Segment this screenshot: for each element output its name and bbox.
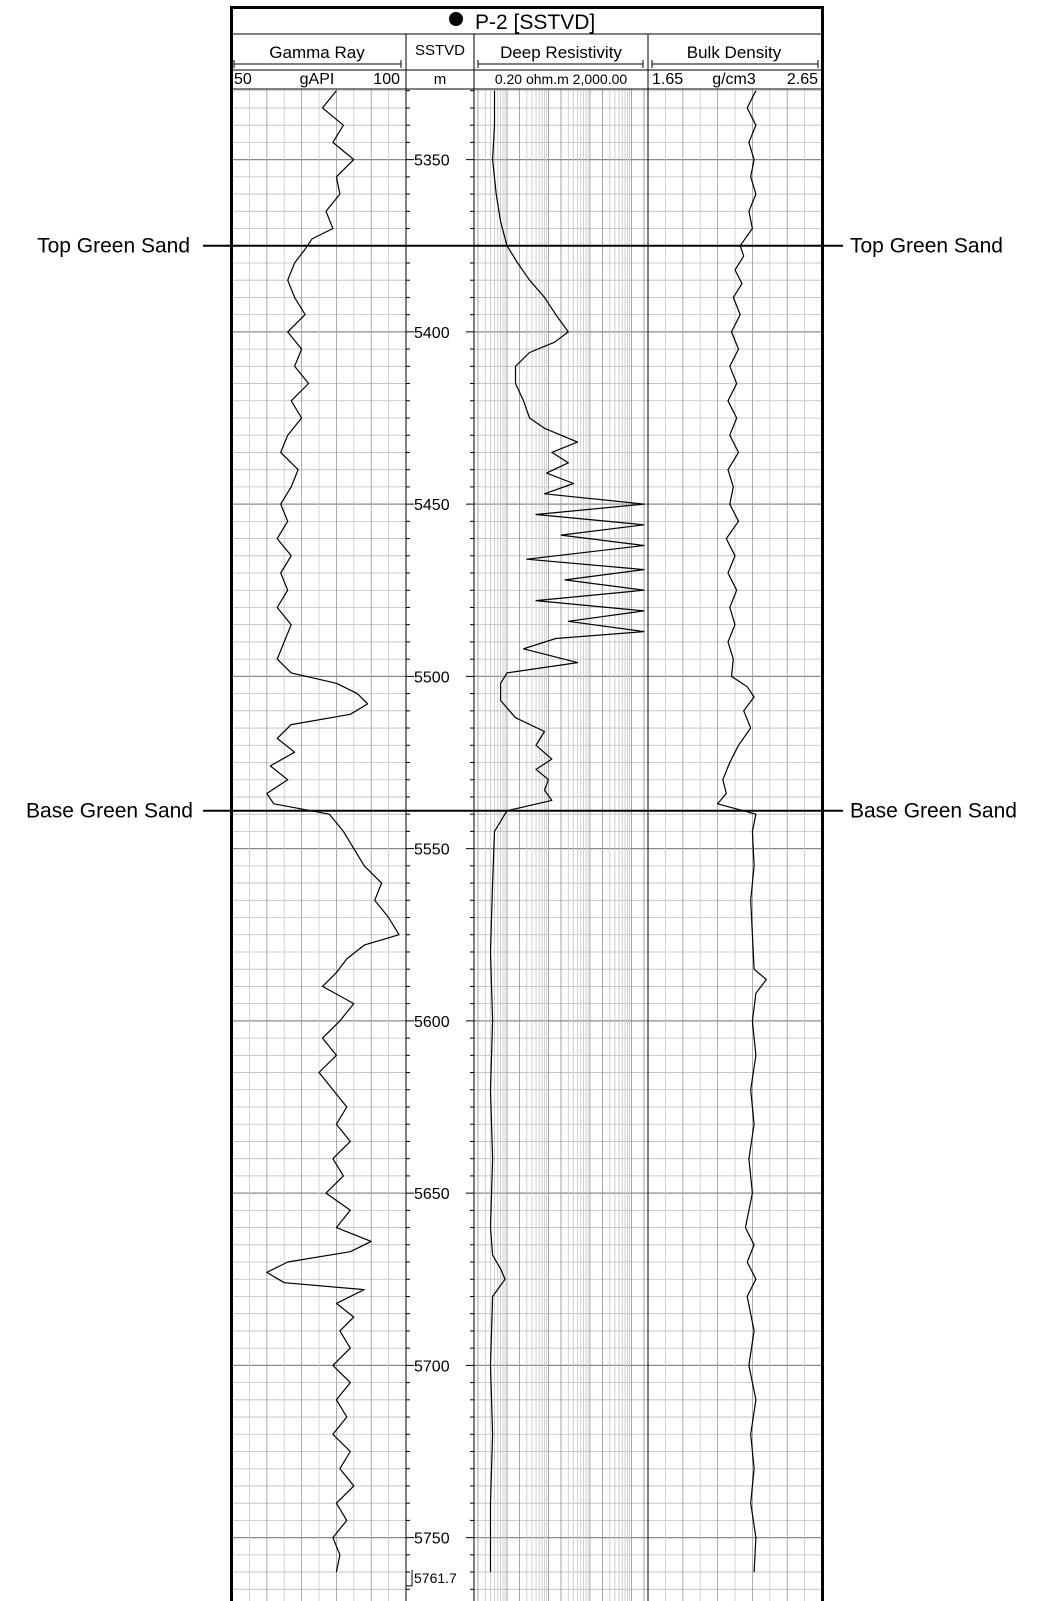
depth-end-bracket [406,1569,413,1587]
deep-resistivity-curve [489,90,645,1573]
marker-base-label-right: Base Green Sand [850,800,1017,823]
log-curves [266,90,767,1573]
resistivity-track-name: Deep Resistivity [500,43,622,62]
resistivity-scale: 0.20 ohm.m 2,000.00 [495,71,628,87]
well-symbol-icon [449,12,463,26]
gamma-ray-track-name: Gamma Ray [269,43,365,62]
marker-base-green-sand: Base Green Sand Base Green Sand [26,800,1017,823]
bulk-density-max: 2.65 [787,71,818,88]
depth-tick-label: 5550 [414,842,450,859]
depth-tick-label: 5450 [414,497,450,514]
gamma-ray-curve [266,90,400,1573]
depth-tick-label: 5650 [414,1186,450,1203]
marker-top-label-left: Top Green Sand [37,235,190,258]
well-title: P-2 [SSTVD] [475,11,595,34]
depth-tick-label: 5600 [414,1014,450,1031]
depth-tick-label: 5750 [414,1531,450,1548]
header-lines [232,33,822,1601]
bulk-density-unit: g/cm3 [712,71,756,88]
gamma-ray-unit: gAPI [300,71,335,88]
marker-top-green-sand: Top Green Sand Top Green Sand [37,235,1003,258]
gamma-ray-min: 50 [234,71,252,88]
log-frame [230,6,824,1601]
bulk-density-min: 1.65 [652,71,683,88]
depth-track-name: SSTVD [415,42,465,59]
bulk-density-track-name: Bulk Density [687,43,782,62]
depth-tick-label: 5700 [414,1358,450,1375]
marker-base-label-left: Base Green Sand [26,800,193,823]
bulk-density-curve [716,90,767,1573]
depth-tick-label: 5500 [414,669,450,686]
depth-tick-label: 5350 [414,153,450,170]
depth-end-label: 5761.7 [414,1570,457,1586]
depth-tick-label: 5400 [414,325,450,342]
gamma-ray-max: 100 [373,71,400,88]
marker-top-label-right: Top Green Sand [850,235,1003,258]
depth-axis: 5350 5400 5450 5500 5550 5600 5650 5700 5750 [406,90,474,1590]
grid-lines [232,89,822,1601]
depth-unit: m [434,71,447,88]
